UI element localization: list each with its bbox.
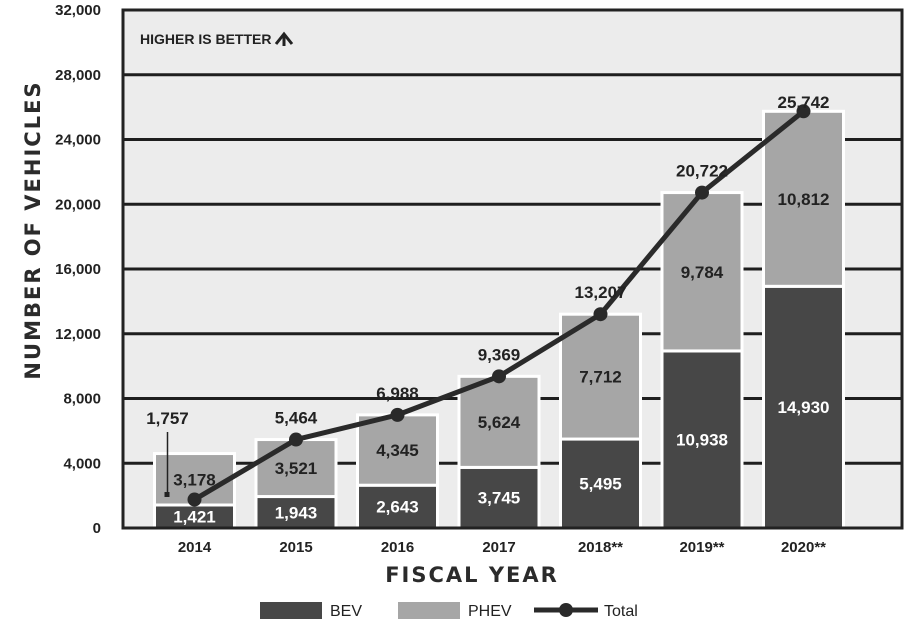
- legend-label-total: Total: [604, 603, 638, 619]
- total-label: 20,722: [676, 162, 728, 181]
- total-point: [796, 104, 811, 119]
- x-tick-label: 2017: [482, 539, 515, 556]
- total-point: [187, 492, 202, 507]
- legend-label-bev: BEV: [330, 603, 362, 619]
- bar-label-phev: 7,712: [579, 368, 622, 387]
- total-callout-marker: [164, 492, 170, 497]
- bar-phev: [762, 109, 845, 288]
- y-tick-label: 24,000: [55, 132, 101, 149]
- plot-frame: [121, 8, 904, 530]
- bar-label-phev: 4,345: [376, 441, 419, 460]
- y-tick-label: 20,000: [55, 196, 101, 213]
- legend-label-phev: PHEV: [468, 603, 512, 619]
- y-tick-label: 16,000: [55, 261, 101, 278]
- x-tick-label: 2020**: [781, 539, 826, 556]
- y-axis-title: NUMBER OF VEHICLES: [21, 80, 45, 379]
- legend-swatch-phev: [398, 602, 460, 619]
- x-tick-label: 2019**: [679, 539, 724, 556]
- total-label: 5,464: [275, 409, 318, 428]
- x-tick-label: 2015: [279, 539, 312, 556]
- total-point: [289, 432, 303, 447]
- x-tick-label: 2014: [178, 539, 212, 556]
- bar-phev: [356, 413, 439, 487]
- total-label: 9,369: [478, 345, 521, 364]
- total-label: 25,742: [778, 93, 830, 112]
- total-line: 1,757 5,464 6,988 9,369 13,207 20,722 25,742: [146, 93, 830, 507]
- annotation-text: HIGHER IS BETTER: [140, 31, 271, 47]
- x-axis-ticks: 2014 2015 2016 2017 2018** 2019** 2020**: [178, 539, 826, 556]
- total-label: 13,207: [575, 283, 627, 302]
- bar-phev: [254, 438, 338, 499]
- x-tick-label: 2018**: [578, 539, 623, 556]
- bar-label-phev: 9,784: [681, 263, 724, 282]
- y-tick-label: 12,000: [55, 326, 101, 343]
- bar-label-bev: 1,421: [173, 507, 216, 526]
- y-tick-label: 8,000: [63, 391, 101, 408]
- total-point: [492, 369, 506, 384]
- legend: BEV PHEV Total: [260, 602, 638, 619]
- bar-label-phev: 3,521: [275, 459, 318, 478]
- total-label: 6,988: [376, 384, 419, 403]
- bar-label-bev: 10,938: [676, 430, 728, 449]
- y-tick-label: 28,000: [55, 67, 101, 84]
- bar-phev: [559, 312, 642, 441]
- bar-labels: 1,421 3,178 1,943 3,521 2,643 4,345 3,745 5,624…: [173, 190, 829, 527]
- bar-label-phev: 5,624: [478, 413, 521, 432]
- total-point: [695, 185, 709, 200]
- x-tick-label: 2016: [381, 539, 414, 556]
- legend-swatch-bev: [260, 602, 322, 619]
- bar-bev: [559, 437, 642, 530]
- y-tick-label: 4,000: [63, 455, 101, 472]
- total-point: [593, 307, 608, 322]
- y-tick-label: 32,000: [55, 2, 101, 19]
- annotation: HIGHER IS BETTER: [140, 31, 294, 47]
- total-label: 1,757: [146, 409, 189, 428]
- bar-phev: [457, 374, 541, 469]
- total-point: [390, 407, 405, 422]
- bar-label-bev: 5,495: [579, 475, 622, 494]
- x-axis-title: FISCAL YEAR: [385, 563, 559, 587]
- bar-label-phev: 3,178: [173, 470, 216, 489]
- bar-label-bev: 2,643: [376, 498, 419, 517]
- y-tick-label: 0: [93, 520, 101, 537]
- bar-label-bev: 14,930: [778, 398, 830, 417]
- bar-label-phev: 10,812: [778, 190, 830, 209]
- y-axis-ticks: 0 4,000 8,000 12,000 16,000 20,000 24,000 28,00…: [55, 2, 101, 537]
- legend-marker-total: [559, 603, 573, 617]
- bar-label-bev: 3,745: [478, 489, 521, 508]
- bar-label-bev: 1,943: [275, 503, 318, 522]
